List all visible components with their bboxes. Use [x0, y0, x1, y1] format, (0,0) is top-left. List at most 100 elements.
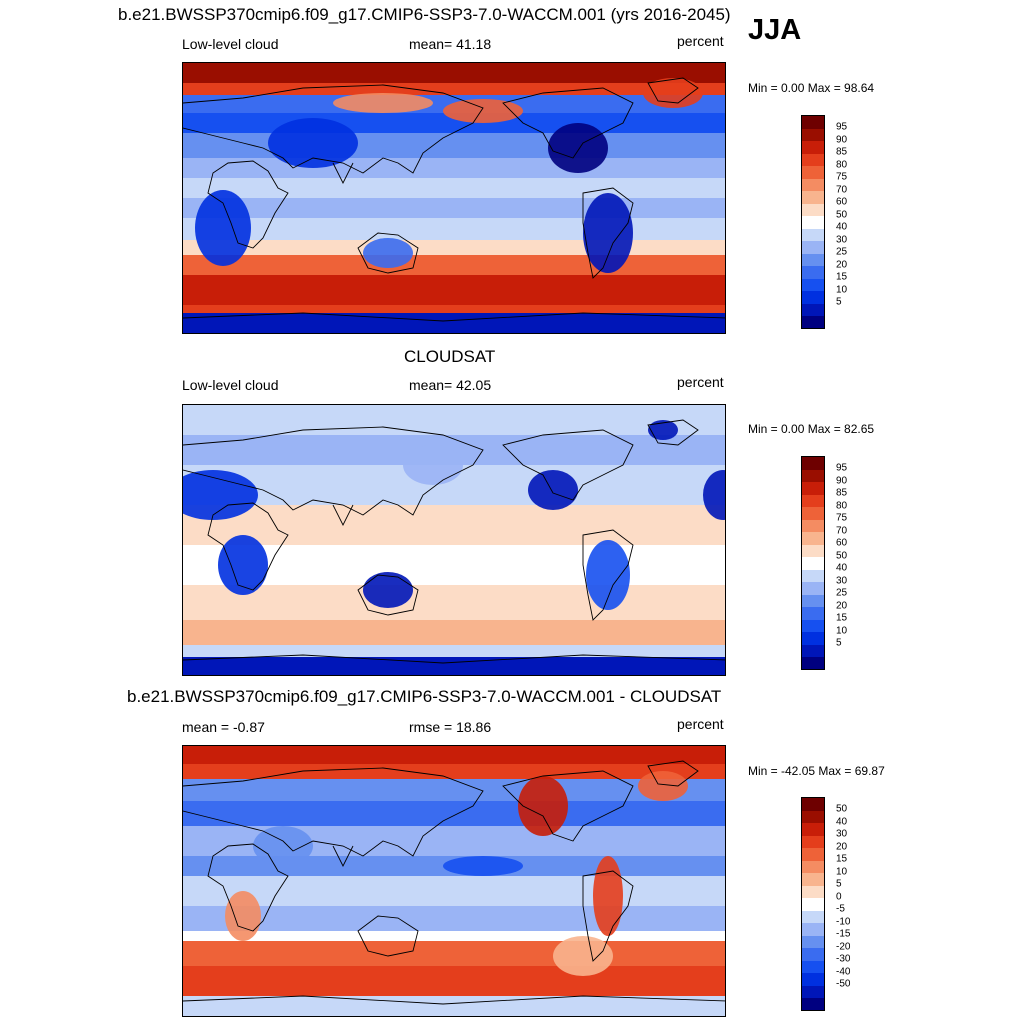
colorbar-tick-label: 60	[836, 196, 848, 208]
colorbar-tick-label: 25	[836, 587, 848, 599]
panel-1-colorbar	[801, 115, 825, 329]
coastline	[332, 845, 354, 868]
field-band	[183, 764, 725, 779]
field-anomaly	[363, 572, 413, 608]
panel-1-units-label: percent	[677, 33, 724, 49]
field-anomaly	[518, 776, 568, 836]
colorbar-swatch	[802, 897, 824, 911]
colorbar-swatch	[802, 506, 824, 520]
colorbar-tick-label: 90	[836, 475, 848, 487]
colorbar-tick-label: 30	[836, 828, 848, 840]
colorbar-swatch	[802, 469, 824, 483]
colorbar-tick-label: 50	[836, 550, 848, 562]
colorbar-swatch	[802, 860, 824, 874]
field-band	[183, 966, 725, 996]
coastline	[183, 426, 484, 516]
field-anomaly	[528, 470, 578, 510]
colorbar-tick-label: 25	[836, 246, 848, 258]
panel-3-title: b.e21.BWSSP370cmip6.f09_g17.CMIP6-SSP3-7…	[127, 687, 722, 706]
colorbar-tick-label: -40	[836, 966, 851, 978]
colorbar-swatch	[802, 128, 824, 142]
colorbar-swatch	[802, 922, 824, 936]
panel-1-minmax: Min = 0.00 Max = 98.64	[748, 81, 875, 95]
colorbar-swatch	[802, 278, 824, 292]
colorbar-swatch	[802, 494, 824, 508]
colorbar-swatch	[802, 315, 824, 329]
colorbar-swatch	[802, 153, 824, 167]
field-band	[183, 158, 725, 178]
field-band	[183, 941, 725, 966]
field-anomaly	[363, 238, 413, 268]
colorbar-tick-label: 50	[836, 209, 848, 221]
colorbar-swatch	[802, 544, 824, 558]
field-band	[183, 746, 725, 764]
colorbar-tick-label: 75	[836, 512, 848, 524]
panel-3-mean-label: mean = -0.87	[182, 719, 265, 735]
field-anomaly	[218, 535, 268, 595]
colorbar-swatch	[802, 606, 824, 620]
colorbar-swatch	[802, 835, 824, 849]
field-band	[183, 178, 725, 198]
field-band	[183, 240, 725, 255]
colorbar-tick-label: 75	[836, 171, 848, 183]
colorbar-tick-label: 30	[836, 234, 848, 246]
colorbar-swatch	[802, 997, 824, 1011]
field-band	[183, 63, 725, 83]
panel-3-minmax: Min = -42.05 Max = 69.87	[748, 764, 885, 778]
panel-3-colorbar	[801, 797, 825, 1011]
field-band	[183, 906, 725, 931]
colorbar-tick-label: -30	[836, 953, 851, 965]
coastline	[183, 767, 484, 857]
field-anomaly	[703, 470, 725, 520]
colorbar-swatch	[802, 644, 824, 658]
colorbar-tick-label: 5	[836, 878, 842, 890]
season-label: JJA	[748, 14, 802, 46]
colorbar-tick-label: 5	[836, 296, 842, 308]
colorbar-swatch	[802, 798, 824, 811]
colorbar-swatch	[802, 594, 824, 608]
field-band	[183, 779, 725, 801]
field-anomaly	[253, 826, 313, 866]
coastline	[183, 654, 725, 664]
colorbar-swatch	[802, 140, 824, 154]
colorbar-tick-label: 95	[836, 121, 848, 133]
colorbar-swatch	[802, 519, 824, 533]
colorbar-tick-label: 80	[836, 500, 848, 512]
colorbar-swatch	[802, 165, 824, 179]
field-band	[183, 313, 725, 333]
panel-2-colorbar	[801, 456, 825, 670]
field-band	[183, 133, 725, 158]
coastline	[207, 843, 289, 932]
colorbar-tick-label: 95	[836, 462, 848, 474]
colorbar-tick-label: 0	[836, 891, 842, 903]
colorbar-tick-label: 15	[836, 612, 848, 624]
colorbar-tick-label: -5	[836, 903, 845, 915]
field-band	[183, 545, 725, 585]
colorbar-swatch	[802, 985, 824, 999]
field-anomaly	[583, 193, 633, 273]
colorbar-swatch	[802, 972, 824, 986]
colorbar-swatch	[802, 947, 824, 961]
field-anomaly	[268, 118, 358, 168]
colorbar-tick-label: 20	[836, 259, 848, 271]
panel-3-rmse-label: rmse = 18.86	[409, 719, 492, 735]
panel-2-units-label: percent	[677, 374, 724, 390]
colorbar-swatch	[802, 253, 824, 267]
panel-2-map	[182, 404, 726, 676]
colorbar-tick-label: 15	[836, 853, 848, 865]
field-band	[183, 645, 725, 657]
colorbar-swatch	[802, 910, 824, 924]
coastline	[502, 770, 634, 842]
coastline	[582, 870, 634, 962]
colorbar-tick-label: 80	[836, 159, 848, 171]
panel-2-variable-label: Low-level cloud	[182, 377, 279, 393]
coastline	[357, 574, 419, 616]
colorbar-tick-label: 40	[836, 816, 848, 828]
panel-1-variable-label: Low-level cloud	[182, 36, 279, 52]
colorbar-tick-label: 70	[836, 525, 848, 537]
field-band	[183, 255, 725, 275]
panel-1-map	[182, 62, 726, 334]
coastline	[647, 77, 699, 104]
field-band	[183, 275, 725, 305]
colorbar-swatch	[802, 569, 824, 583]
